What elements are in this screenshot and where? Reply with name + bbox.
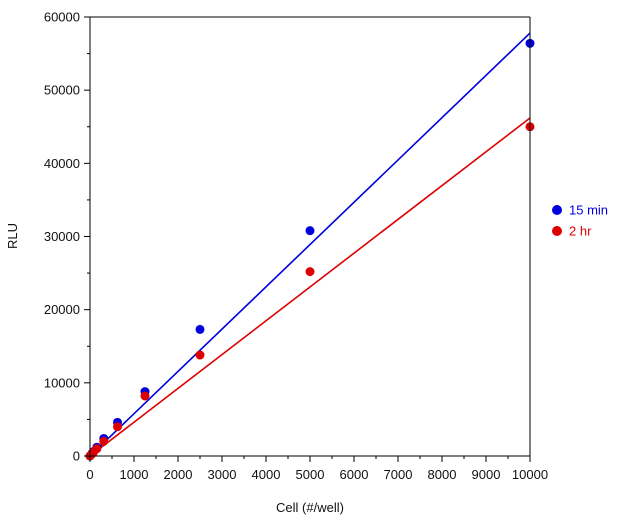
- legend: 15 min 2 hr: [552, 203, 608, 239]
- x-axis-label: Cell (#/well): [276, 500, 344, 515]
- x-tick-label-5: 5000: [296, 467, 325, 482]
- x-tick-label-0: 0: [86, 467, 93, 482]
- ticks: 0 1000 2000 3000 4000 5000 6000 7000 8000 9000 100…: [44, 10, 548, 483]
- x-tick-label-9: 9000: [472, 467, 501, 482]
- data-point-series-1-4: [99, 436, 109, 446]
- y-axis-label: RLU: [5, 223, 20, 249]
- x-tick-label-1: 1000: [120, 467, 149, 482]
- data-point-series-1-8: [305, 267, 315, 277]
- data-point-series-1-7: [195, 350, 205, 360]
- fit-line-series-1: [89, 117, 531, 457]
- x-tick-label-6: 6000: [340, 467, 369, 482]
- plot-elements: [85, 32, 535, 461]
- data-point-series-0-7: [195, 324, 205, 334]
- x-tick-label-10: 10000: [512, 467, 548, 482]
- y-tick-label-2: 20000: [44, 302, 80, 317]
- legend-label-0: 15 min: [569, 203, 608, 218]
- y-tick-label-5: 50000: [44, 83, 80, 98]
- x-tick-label-8: 8000: [428, 467, 457, 482]
- x-tick-label-4: 4000: [252, 467, 281, 482]
- x-tick-label-2: 2000: [164, 467, 193, 482]
- x-tick-label-7: 7000: [384, 467, 413, 482]
- data-point-series-1-3: [92, 444, 102, 454]
- fit-line-series-0: [89, 32, 531, 457]
- data-point-series-0-8: [305, 226, 315, 236]
- axes: [89, 16, 531, 457]
- legend-label-1: 2 hr: [569, 224, 592, 239]
- x-tick-label-3: 3000: [208, 467, 237, 482]
- y-tick-label-0: 0: [73, 449, 80, 464]
- y-tick-label-6: 60000: [44, 10, 80, 25]
- y-tick-label-3: 30000: [44, 229, 80, 244]
- y-tick-label-1: 10000: [44, 375, 80, 390]
- data-point-series-1-5: [113, 422, 122, 432]
- legend-marker-1: [552, 226, 562, 236]
- data-point-series-1-6: [140, 391, 150, 401]
- legend-marker-0: [552, 205, 562, 215]
- y-tick-label-4: 40000: [44, 156, 80, 171]
